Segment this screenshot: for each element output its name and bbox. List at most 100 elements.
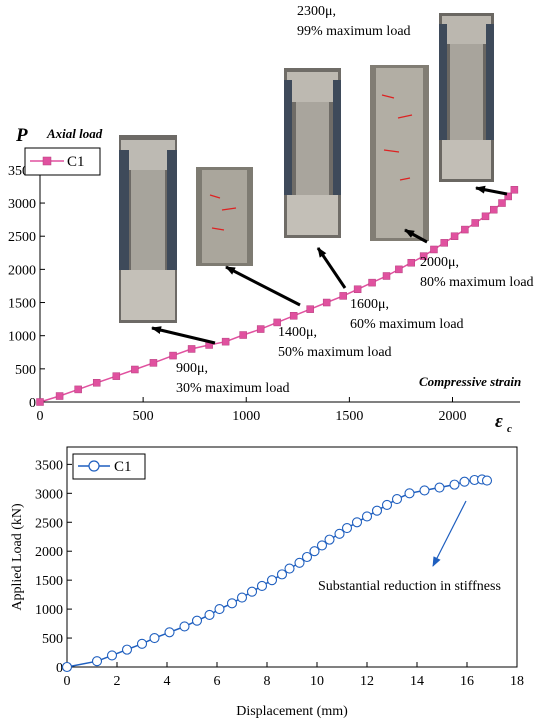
x-tick-label: 500	[133, 409, 154, 424]
data-point	[276, 569, 288, 580]
y-tick-label: 1000	[35, 603, 63, 618]
y-axis-title: Applied Load (kN)	[10, 503, 25, 611]
svg-text:30% maximum load: 30% maximum load	[176, 381, 290, 396]
svg-text:900μ,: 900μ,	[176, 361, 208, 376]
data-point	[112, 372, 121, 380]
x-tick-label: 0	[37, 409, 44, 424]
x-tick-label: 18	[510, 674, 524, 689]
data-point	[266, 575, 278, 586]
y-axis-label: Axial load	[46, 126, 103, 141]
data-point	[236, 592, 248, 603]
data-point	[461, 225, 469, 234]
data-point	[449, 479, 460, 490]
tick-group: 0 2 4 6 8 10 12 14 16 18 0 500 1000 1500 2000 2500 3000 3…	[35, 458, 524, 689]
y-tick-label: 1500	[8, 297, 36, 312]
svg-text:60% maximum load: 60% maximum load	[350, 317, 464, 332]
data-point	[450, 232, 459, 240]
data-point	[419, 485, 430, 496]
svg-text:c: c	[507, 423, 512, 435]
legend: C1	[72, 453, 146, 480]
annotation-2000: 2000μ, 80% maximum load	[420, 255, 534, 290]
data-point	[149, 359, 158, 367]
data-point	[136, 638, 148, 649]
data-point	[187, 345, 196, 353]
data-point	[381, 499, 393, 510]
data-point	[256, 580, 268, 591]
data-point	[353, 285, 362, 294]
specimen-photo-2	[196, 167, 253, 266]
svg-text:1400μ,: 1400μ,	[278, 325, 317, 340]
svg-text:2000μ,: 2000μ,	[420, 255, 459, 270]
x-tick-label: 0	[64, 674, 71, 689]
data-point	[430, 245, 438, 254]
data-point	[341, 523, 353, 534]
legend-label: C1	[114, 459, 132, 475]
data-point	[226, 598, 238, 609]
svg-text:1600μ,: 1600μ,	[350, 297, 389, 312]
arrow-1400	[225, 265, 301, 307]
data-point	[351, 517, 363, 528]
data-point	[256, 325, 265, 333]
stiffness-arrow	[432, 500, 467, 567]
y-tick-label: 3000	[35, 487, 63, 502]
specimen-photo-4	[370, 65, 429, 241]
x-tick-label: 2	[114, 674, 121, 689]
data-point	[324, 534, 335, 545]
arrow-2000	[404, 228, 428, 244]
data-point	[131, 365, 139, 374]
data-point	[471, 219, 479, 227]
plot-frame	[66, 446, 518, 668]
data-point	[221, 337, 230, 346]
x-axis-symbol: ε c	[495, 411, 512, 435]
data-point	[309, 546, 320, 557]
data-point	[246, 586, 258, 597]
data-point	[284, 563, 295, 574]
data-point	[395, 265, 403, 274]
data-point	[273, 318, 281, 327]
data-point	[36, 398, 44, 406]
svg-text:ε: ε	[495, 411, 503, 432]
annotation-900: 900μ, 30% maximum load	[176, 361, 290, 396]
legend-marker-circle	[88, 460, 100, 472]
data-point	[334, 528, 345, 539]
data-point	[294, 557, 305, 568]
data-point	[179, 621, 190, 632]
data-point	[61, 661, 73, 673]
data-point	[106, 650, 118, 661]
data-point	[55, 392, 64, 400]
data-point	[490, 205, 498, 214]
data-point	[301, 551, 313, 563]
legend: C1	[24, 147, 101, 176]
data-point	[91, 656, 103, 667]
tick-group: 0 500 1000 1500 2000 0 500 1000 1500 2000 2500 3000…	[8, 164, 467, 424]
x-tick-label: 12	[360, 674, 374, 689]
y-tick-label: 0	[29, 396, 36, 411]
stiffness-annotation: Substantial reduction in stiffness	[318, 579, 501, 594]
svg-text:99% maximum load: 99% maximum load	[297, 24, 411, 39]
arrow-1600	[316, 247, 347, 289]
y-tick-label: 2000	[35, 545, 63, 560]
y-tick-label: 500	[15, 363, 36, 378]
y-tick-label: 1000	[8, 330, 36, 345]
data-point	[440, 239, 448, 247]
data-point	[149, 633, 160, 644]
x-tick-label: 16	[460, 674, 474, 689]
annotation-1600: 1600μ, 60% maximum load	[350, 297, 464, 332]
x-tick-label: 1500	[335, 409, 363, 424]
legend-label: C1	[67, 154, 85, 170]
x-tick-label: 2000	[439, 409, 467, 424]
x-tick-label: 14	[410, 674, 424, 689]
chart-bottom-displacement-load: 0 2 4 6 8 10 12 14 16 18 0 500 1000 1500 2000 2500 3000 3…	[10, 446, 524, 719]
x-tick-label: 1000	[232, 409, 260, 424]
series-markers-c1	[61, 474, 493, 673]
data-point	[419, 252, 428, 260]
x-tick-label: 10	[310, 674, 324, 689]
data-point	[481, 212, 490, 221]
data-point	[92, 379, 101, 387]
specimen-photo-3	[284, 68, 341, 238]
series-line-c1	[39, 189, 515, 403]
specimen-photo-5	[439, 13, 494, 182]
data-point	[289, 312, 298, 320]
data-point	[204, 609, 215, 620]
